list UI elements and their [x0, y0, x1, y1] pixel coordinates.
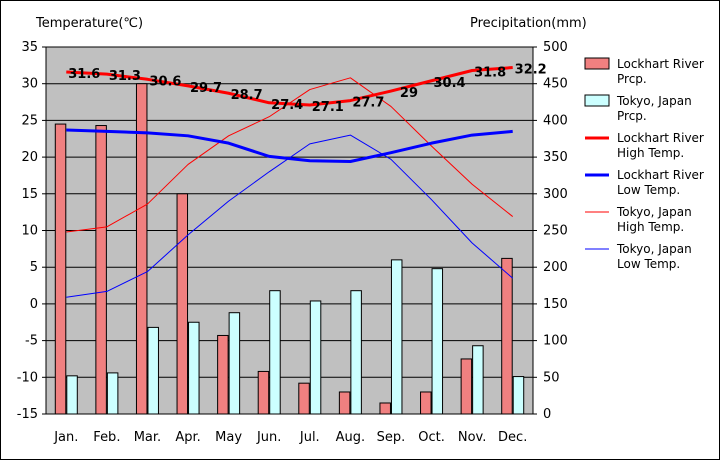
- precip-bar: [66, 375, 78, 415]
- precip-bar: [188, 321, 200, 415]
- legend-label: Tokyo, Japan: [616, 205, 692, 219]
- precip-bar: [420, 391, 432, 415]
- precip-bar: [460, 358, 473, 415]
- data-label: 30.6: [149, 74, 181, 89]
- data-label: 29: [400, 86, 418, 101]
- precip-bar: [431, 268, 444, 415]
- bars: [54, 83, 525, 415]
- right-tick-label: 50: [543, 370, 560, 385]
- right-tick-label: 150: [543, 297, 568, 312]
- precip-bar: [512, 376, 525, 415]
- legend-label: Lockhart River: [617, 57, 704, 71]
- right-axis-title: Precipitation(mm): [470, 16, 587, 31]
- x-tick-label: Apr.: [175, 430, 200, 445]
- data-label: 27.7: [352, 96, 384, 111]
- precip-bar: [298, 382, 310, 415]
- right-tick-label: 0: [543, 407, 551, 422]
- x-tick-label: Sep.: [377, 430, 406, 445]
- data-label: 32.2: [515, 63, 547, 78]
- data-label: 31.3: [109, 69, 141, 84]
- legend-label: Low Temp.: [617, 183, 680, 197]
- right-tick-label: 450: [543, 77, 568, 92]
- data-label: 27.1: [312, 100, 344, 115]
- x-tick-label: Aug.: [336, 430, 366, 445]
- x-tick-label: Jan.: [53, 430, 78, 445]
- precip-bar: [501, 257, 513, 415]
- precip-bar: [257, 370, 270, 415]
- x-tick-label: Jun.: [256, 430, 281, 445]
- data-label: 31.6: [68, 67, 100, 82]
- legend-label: Prcp.: [617, 72, 647, 86]
- legend-label: Tokyo, Japan: [616, 242, 692, 256]
- x-tick-label: Mar.: [134, 430, 161, 445]
- left-tick-label: 15: [21, 187, 38, 202]
- x-tick-label: Nov.: [458, 430, 487, 445]
- precip-bar: [176, 193, 189, 415]
- right-tick-label: 100: [543, 334, 568, 349]
- data-labels: 31.6 31.3 30.6 29.7 28.7 27.4 27.1 27.7 29 30.4 31…: [68, 63, 546, 115]
- right-tick-label: 300: [543, 187, 568, 202]
- precip-bar: [338, 391, 351, 415]
- grid: [46, 83, 533, 378]
- precip-bar: [309, 300, 322, 415]
- precip-bar: [147, 326, 159, 415]
- legend-swatch: [584, 57, 610, 70]
- left-tick-label: 35: [21, 40, 38, 55]
- x-tick-label: Dec.: [498, 430, 527, 445]
- right-tick-label: 200: [543, 260, 568, 275]
- right-tick-label: 400: [543, 113, 568, 128]
- left-tick-label: -5: [25, 334, 38, 349]
- right-tick-label: 500: [543, 40, 568, 55]
- data-label: 31.8: [474, 65, 506, 80]
- legend-label: Tokyo, Japan: [616, 94, 692, 108]
- data-label: 30.4: [434, 76, 466, 91]
- left-tick-label: 25: [21, 113, 38, 128]
- precip-bar: [217, 334, 229, 415]
- left-axis-title: Temperature(℃): [35, 16, 143, 31]
- legend-label: Low Temp.: [617, 257, 680, 271]
- left-tick-label: 0: [30, 297, 38, 312]
- temp-line: [66, 128, 513, 164]
- data-label: 29.7: [190, 81, 222, 96]
- precip-bar: [95, 125, 107, 415]
- precip-bar: [350, 290, 362, 415]
- right-tick-label: 250: [543, 224, 568, 239]
- legend-swatch: [584, 94, 610, 107]
- x-tick-label: Oct.: [418, 430, 445, 445]
- left-tick-label: -10: [17, 370, 38, 385]
- temp-line: [66, 66, 513, 107]
- precip-bar: [54, 123, 67, 415]
- legend-label: Lockhart River: [617, 168, 704, 182]
- legend-label: Prcp.: [617, 109, 647, 123]
- x-tick-label: Feb.: [93, 430, 120, 445]
- precip-bar: [390, 259, 403, 415]
- legend-label: High Temp.: [617, 220, 684, 234]
- right-tick-label: 350: [543, 150, 568, 165]
- x-tick-label: May: [215, 430, 242, 445]
- legend-label: High Temp.: [617, 146, 684, 160]
- left-tick-label: 10: [21, 224, 38, 239]
- left-tick-label: 20: [21, 150, 38, 165]
- precip-bar: [135, 83, 148, 415]
- left-tick-label: -15: [17, 407, 38, 422]
- legend-label: Lockhart River: [617, 131, 704, 145]
- precip-bar: [472, 345, 484, 415]
- left-tick-label: 30: [21, 77, 38, 92]
- lines: [66, 66, 514, 298]
- data-label: 28.7: [231, 88, 263, 103]
- precip-bar: [379, 402, 391, 415]
- data-label: 27.4: [271, 98, 303, 113]
- precip-bar: [228, 312, 241, 415]
- left-axis-ticks: -15 -10 -5 0 5 10 15 20 25 30 35: [17, 40, 46, 422]
- right-axis-ticks: 0 50 100 150 200 250 300 350 400 450 500: [533, 40, 568, 422]
- precip-bar: [269, 290, 281, 415]
- left-tick-label: 5: [30, 260, 38, 275]
- x-tick-label: Jul.: [299, 430, 320, 445]
- precip-bar: [106, 372, 119, 415]
- x-axis-ticks: Jan. Feb. Mar. Apr. May Jun. Jul. Aug. Sep. Oct. N…: [53, 430, 527, 445]
